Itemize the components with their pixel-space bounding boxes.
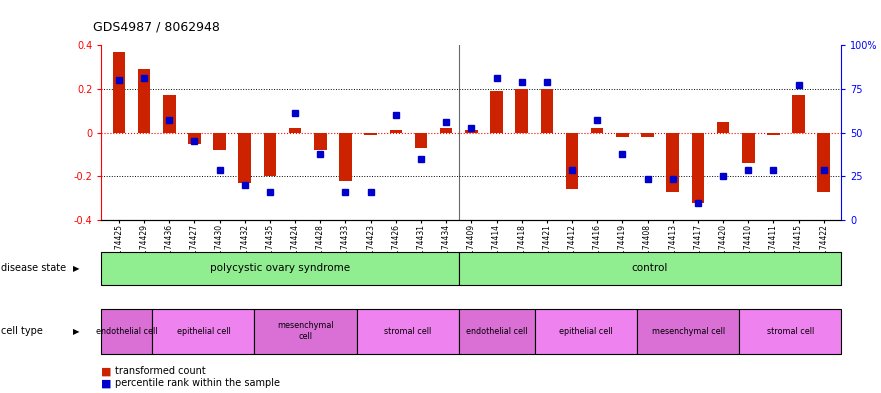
Bar (163, 95, 175, 132)
Bar (818, 132, 830, 192)
Text: epithelial cell: epithelial cell (176, 327, 230, 336)
Text: transformed count: transformed count (115, 366, 206, 376)
Bar (767, 132, 780, 135)
Bar (137, 69, 151, 132)
Bar (189, 132, 201, 143)
Bar (515, 89, 528, 132)
Bar (717, 122, 729, 132)
Bar (792, 95, 805, 132)
Text: endothelial cell: endothelial cell (466, 327, 528, 336)
Text: stromal cell: stromal cell (384, 327, 431, 336)
Text: control: control (632, 263, 668, 273)
Text: ▶: ▶ (73, 264, 79, 273)
Bar (666, 132, 679, 192)
Bar (490, 91, 503, 132)
Bar (263, 132, 277, 176)
Bar (239, 132, 251, 183)
Bar (591, 128, 603, 132)
Text: ■: ■ (101, 378, 112, 388)
Bar (440, 128, 453, 132)
Bar (365, 132, 377, 135)
Bar (742, 132, 754, 163)
Text: mesenchymal
cell: mesenchymal cell (278, 321, 334, 341)
Bar (213, 132, 226, 150)
Bar (113, 52, 125, 132)
Bar (314, 132, 327, 150)
Bar (465, 130, 478, 132)
Bar (541, 89, 553, 132)
Text: epithelial cell: epithelial cell (559, 327, 613, 336)
Text: polycystic ovary syndrome: polycystic ovary syndrome (210, 263, 350, 273)
Text: ▶: ▶ (73, 327, 79, 336)
Bar (616, 132, 629, 137)
Text: endothelial cell: endothelial cell (96, 327, 158, 336)
Bar (415, 132, 427, 148)
Bar (289, 128, 301, 132)
Text: disease state: disease state (1, 263, 66, 273)
Text: cell type: cell type (1, 326, 43, 336)
Text: mesenchymal cell: mesenchymal cell (652, 327, 725, 336)
Text: stromal cell: stromal cell (766, 327, 814, 336)
Text: GDS4987 / 8062948: GDS4987 / 8062948 (93, 20, 219, 33)
Bar (566, 132, 578, 189)
Bar (339, 132, 352, 181)
Text: ■: ■ (101, 366, 112, 376)
Text: percentile rank within the sample: percentile rank within the sample (115, 378, 280, 388)
Bar (389, 130, 402, 132)
Bar (692, 132, 704, 203)
Bar (641, 132, 654, 137)
